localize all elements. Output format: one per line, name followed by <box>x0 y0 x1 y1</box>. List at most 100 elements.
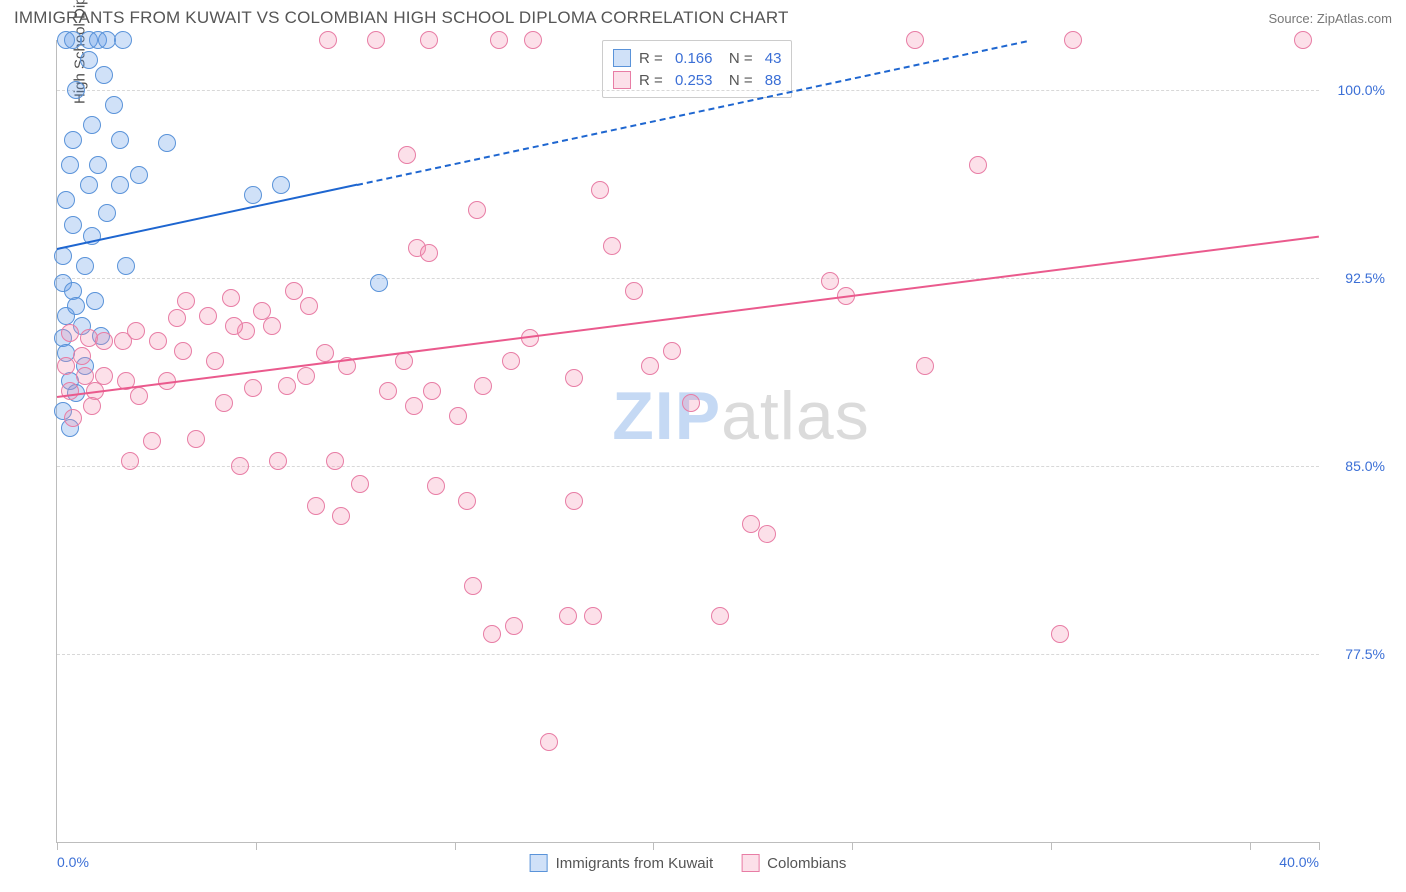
scatter-point <box>222 289 240 307</box>
scatter-point <box>105 96 123 114</box>
source-name: ZipAtlas.com <box>1317 11 1392 26</box>
scatter-point <box>269 452 287 470</box>
scatter-point <box>326 452 344 470</box>
gridline <box>57 278 1319 279</box>
scatter-point <box>423 382 441 400</box>
scatter-point <box>158 134 176 152</box>
legend-stat-row: R = 0.253 N = 88 <box>613 69 781 91</box>
legend-series-label: Colombians <box>767 855 846 872</box>
x-tick-label: 40.0% <box>1279 854 1319 870</box>
watermark: ZIPatlas <box>612 377 869 455</box>
scatter-point <box>127 322 145 340</box>
scatter-point <box>95 66 113 84</box>
scatter-point <box>559 607 577 625</box>
scatter-point <box>591 181 609 199</box>
scatter-point <box>367 31 385 49</box>
scatter-point <box>64 409 82 427</box>
legend-swatch <box>613 71 631 89</box>
scatter-point <box>57 357 75 375</box>
scatter-point <box>565 492 583 510</box>
x-tick-mark <box>1051 842 1052 850</box>
scatter-point <box>969 156 987 174</box>
x-tick-mark <box>653 842 654 850</box>
scatter-point <box>1051 625 1069 643</box>
scatter-point <box>225 317 243 335</box>
scatter-point <box>821 272 839 290</box>
scatter-point <box>1064 31 1082 49</box>
scatter-point <box>464 577 482 595</box>
source-attribution: Source: ZipAtlas.com <box>1268 11 1392 26</box>
scatter-point <box>490 31 508 49</box>
scatter-point <box>742 515 760 533</box>
scatter-point <box>540 733 558 751</box>
scatter-point <box>244 186 262 204</box>
scatter-point <box>682 394 700 412</box>
x-tick-mark <box>256 842 257 850</box>
scatter-point <box>83 116 101 134</box>
scatter-point <box>187 430 205 448</box>
scatter-point <box>272 176 290 194</box>
scatter-point <box>297 367 315 385</box>
scatter-point <box>114 31 132 49</box>
legend-n-value: 88 <box>765 72 782 89</box>
scatter-point <box>61 156 79 174</box>
scatter-point <box>73 347 91 365</box>
scatter-point <box>625 282 643 300</box>
scatter-point <box>307 497 325 515</box>
legend-r-label: R = <box>639 72 667 89</box>
scatter-point <box>130 387 148 405</box>
scatter-point <box>111 176 129 194</box>
legend-n-label: N = <box>720 50 756 67</box>
legend-r-value: 0.253 <box>675 72 713 89</box>
x-tick-label: 0.0% <box>57 854 89 870</box>
scatter-point <box>420 244 438 262</box>
scatter-point <box>379 382 397 400</box>
scatter-point <box>916 357 934 375</box>
scatter-point <box>370 274 388 292</box>
chart-header: IMMIGRANTS FROM KUWAIT VS COLOMBIAN HIGH… <box>0 0 1406 32</box>
watermark-bold: ZIP <box>612 378 721 454</box>
scatter-point <box>663 342 681 360</box>
scatter-point <box>758 525 776 543</box>
y-tick-label: 85.0% <box>1345 458 1385 474</box>
x-tick-mark <box>57 842 58 850</box>
scatter-point <box>95 332 113 350</box>
scatter-point <box>199 307 217 325</box>
scatter-point <box>86 292 104 310</box>
legend-swatch <box>613 49 631 67</box>
scatter-point <box>332 507 350 525</box>
scatter-point <box>89 156 107 174</box>
scatter-point <box>130 166 148 184</box>
legend-swatch <box>741 854 759 872</box>
scatter-point <box>83 397 101 415</box>
scatter-point <box>316 344 334 362</box>
scatter-point <box>174 342 192 360</box>
chart-title: IMMIGRANTS FROM KUWAIT VS COLOMBIAN HIGH… <box>14 8 789 28</box>
scatter-point <box>215 394 233 412</box>
scatter-point <box>398 146 416 164</box>
legend-r-value: 0.166 <box>675 50 713 67</box>
gridline <box>57 654 1319 655</box>
source-label: Source: <box>1268 11 1316 26</box>
scatter-point <box>285 282 303 300</box>
scatter-point <box>1294 31 1312 49</box>
scatter-point <box>505 617 523 635</box>
scatter-point <box>98 204 116 222</box>
scatter-point <box>64 216 82 234</box>
y-tick-label: 92.5% <box>1345 270 1385 286</box>
scatter-point <box>278 377 296 395</box>
scatter-point <box>76 257 94 275</box>
scatter-point <box>253 302 271 320</box>
scatter-point <box>80 176 98 194</box>
scatter-point <box>117 257 135 275</box>
gridline <box>57 90 1319 91</box>
scatter-point <box>149 332 167 350</box>
scatter-point <box>57 191 75 209</box>
x-tick-mark <box>1250 842 1251 850</box>
scatter-point <box>64 131 82 149</box>
scatter-point <box>319 31 337 49</box>
legend-stat-row: R = 0.166 N = 43 <box>613 47 781 69</box>
y-tick-label: 100.0% <box>1338 82 1385 98</box>
scatter-point <box>61 324 79 342</box>
scatter-point <box>351 475 369 493</box>
